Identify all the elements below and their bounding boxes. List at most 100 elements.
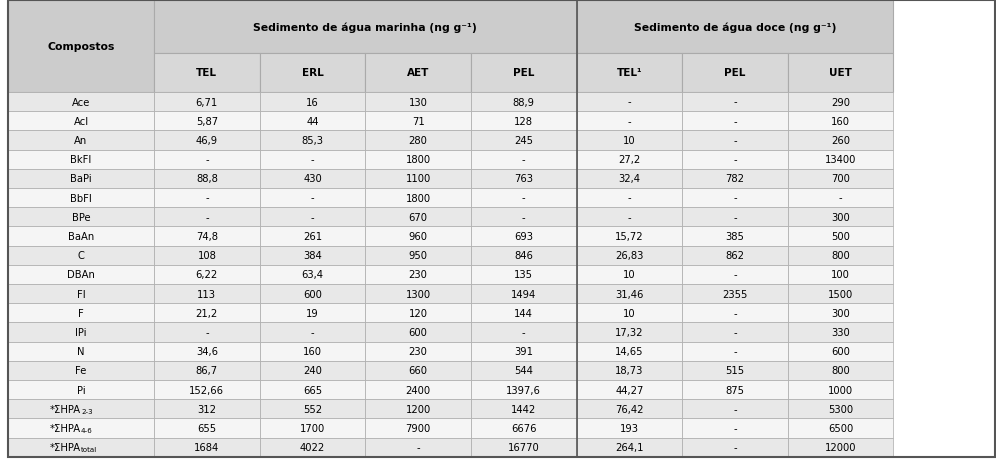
Text: 1494: 1494 [511, 289, 536, 299]
Bar [682, 150, 788, 169]
Bar [471, 112, 577, 131]
Bar [260, 303, 366, 323]
Bar [154, 437, 260, 457]
Text: -: - [416, 442, 420, 452]
Bar [260, 399, 366, 419]
Text: TEL: TEL [196, 68, 217, 78]
Text: 88,9: 88,9 [513, 97, 535, 107]
Text: 120: 120 [408, 308, 427, 318]
Bar [8, 361, 154, 380]
Text: -: - [627, 212, 631, 222]
Bar [366, 361, 471, 380]
Text: -: - [205, 193, 209, 203]
Text: 10: 10 [622, 270, 635, 280]
Text: 152,66: 152,66 [189, 385, 224, 395]
Bar [366, 323, 471, 342]
Text: 300: 300 [831, 212, 850, 222]
Text: 875: 875 [725, 385, 744, 395]
Bar [788, 93, 893, 112]
Text: -: - [522, 155, 526, 165]
Text: 44,27: 44,27 [616, 385, 643, 395]
Text: 230: 230 [408, 270, 427, 280]
Bar [577, 265, 682, 284]
Text: 261: 261 [303, 231, 322, 241]
Bar [366, 227, 471, 246]
Bar [577, 1, 893, 54]
Text: 32,4: 32,4 [619, 174, 640, 184]
Text: 5,87: 5,87 [196, 117, 218, 126]
Bar [8, 265, 154, 284]
Bar [154, 380, 260, 399]
Text: 600: 600 [408, 327, 427, 337]
Bar [471, 54, 577, 93]
Bar [788, 419, 893, 437]
Text: TEL¹: TEL¹ [617, 68, 642, 78]
Text: 135: 135 [514, 270, 533, 280]
Bar [8, 169, 154, 189]
Bar [366, 54, 471, 93]
Bar [577, 246, 682, 265]
Bar [577, 227, 682, 246]
Bar [260, 131, 366, 150]
Bar [260, 207, 366, 227]
Bar [366, 246, 471, 265]
Text: PEL: PEL [724, 68, 746, 78]
Bar [366, 112, 471, 131]
Bar [8, 399, 154, 419]
Text: 960: 960 [408, 231, 427, 241]
Text: F: F [78, 308, 84, 318]
Text: 384: 384 [303, 251, 322, 261]
Bar [788, 437, 893, 457]
Bar [260, 169, 366, 189]
Text: BkFl: BkFl [71, 155, 92, 165]
Bar [788, 303, 893, 323]
Text: -: - [733, 423, 737, 433]
Text: 782: 782 [725, 174, 744, 184]
Text: 12000: 12000 [825, 442, 857, 452]
Bar [366, 284, 471, 303]
Text: 130: 130 [408, 97, 427, 107]
Text: 552: 552 [303, 404, 322, 414]
Text: -: - [205, 327, 209, 337]
Bar [154, 112, 260, 131]
Text: -: - [733, 135, 737, 146]
Text: 700: 700 [831, 174, 850, 184]
Text: total: total [81, 447, 98, 453]
Bar [471, 284, 577, 303]
Text: 13400: 13400 [825, 155, 857, 165]
Bar [366, 342, 471, 361]
Bar [154, 342, 260, 361]
Text: 230: 230 [408, 347, 427, 356]
Text: 500: 500 [831, 231, 850, 241]
Bar [471, 207, 577, 227]
Bar [577, 342, 682, 361]
Bar [471, 227, 577, 246]
Bar [471, 169, 577, 189]
Text: 6,71: 6,71 [196, 97, 218, 107]
Bar [788, 112, 893, 131]
Text: *ΣHPA: *ΣHPA [50, 442, 81, 452]
Text: AET: AET [407, 68, 429, 78]
Text: Compostos: Compostos [48, 42, 115, 52]
Bar [154, 361, 260, 380]
Text: 544: 544 [514, 365, 533, 375]
Bar [471, 399, 577, 419]
Text: C: C [78, 251, 85, 261]
Bar [154, 54, 260, 93]
Bar [788, 150, 893, 169]
Text: 1700: 1700 [300, 423, 325, 433]
Text: BbFl: BbFl [70, 193, 92, 203]
Bar [154, 93, 260, 112]
Bar [682, 131, 788, 150]
Text: 16770: 16770 [508, 442, 540, 452]
Text: Ace: Ace [72, 97, 91, 107]
Text: 1300: 1300 [405, 289, 430, 299]
Bar [471, 265, 577, 284]
Text: 1500: 1500 [828, 289, 854, 299]
Text: 74,8: 74,8 [196, 231, 218, 241]
Text: 1800: 1800 [405, 155, 430, 165]
Bar [682, 437, 788, 457]
Text: 85,3: 85,3 [302, 135, 324, 146]
Text: -: - [733, 193, 737, 203]
Text: 300: 300 [831, 308, 850, 318]
